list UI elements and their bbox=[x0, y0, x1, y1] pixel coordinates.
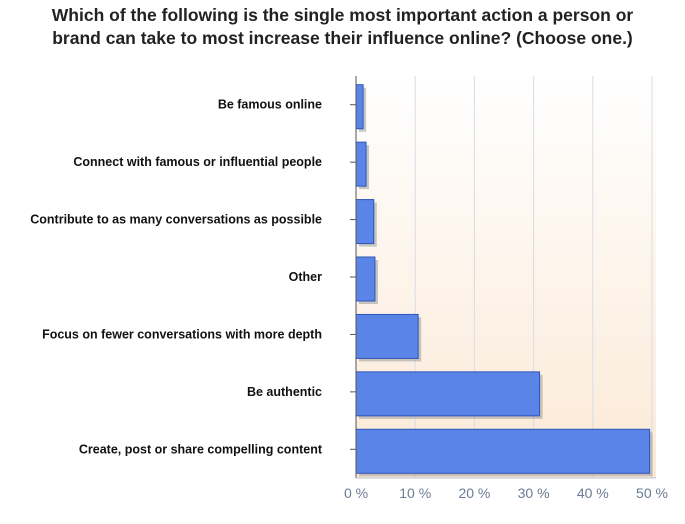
category-label-4: Focus on fewer conversations with more d… bbox=[42, 327, 322, 341]
category-label-5: Be authentic bbox=[247, 385, 322, 399]
category-label-6: Create, post or share compelling content bbox=[79, 442, 323, 456]
category-label-2: Contribute to as many conversations as p… bbox=[30, 213, 322, 227]
category-label-0: Be famous online bbox=[218, 98, 322, 112]
x-tick-label-1: 10 % bbox=[399, 485, 431, 501]
category-label-1: Connect with famous or influential peopl… bbox=[73, 155, 322, 169]
bar-5 bbox=[355, 371, 541, 417]
chart-title: Which of the following is the single mos… bbox=[0, 4, 685, 50]
x-tick-label-2: 20 % bbox=[458, 485, 490, 501]
category-label-3: Other bbox=[289, 270, 322, 284]
bar-4 bbox=[355, 313, 419, 359]
chart-title-line-1: Which of the following is the single mos… bbox=[51, 5, 634, 25]
chart-title-line-2: brand can take to most increase their in… bbox=[52, 28, 633, 48]
bar-0 bbox=[355, 84, 364, 130]
bar-1 bbox=[355, 141, 367, 187]
bar-2 bbox=[355, 199, 375, 245]
x-tick-label-4: 40 % bbox=[577, 485, 609, 501]
x-tick-label-3: 30 % bbox=[518, 485, 550, 501]
bar-6 bbox=[355, 428, 651, 474]
bar-3 bbox=[355, 256, 376, 302]
x-tick-label-5: 50 % bbox=[636, 485, 668, 501]
x-tick-label-0: 0 % bbox=[344, 485, 368, 501]
